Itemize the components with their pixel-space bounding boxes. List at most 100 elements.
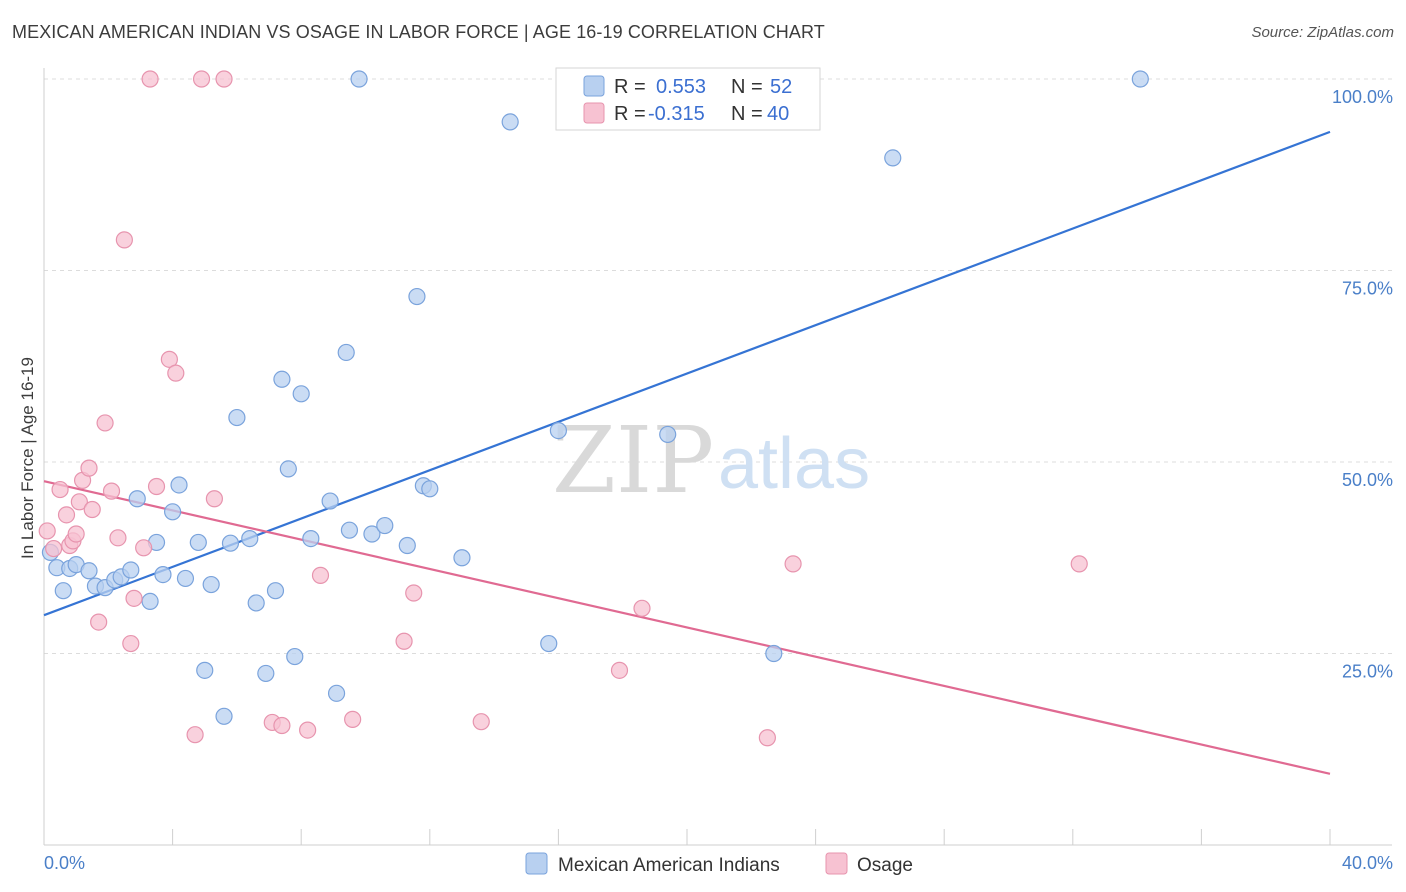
data-point-osage[interactable] (311, 566, 330, 584)
data-point-mexican-american-indians[interactable] (501, 113, 519, 131)
x-tick-label-min: 0.0% (44, 853, 85, 873)
data-point-mexican-american-indians[interactable] (302, 529, 320, 548)
data-point-mexican-american-indians[interactable] (247, 594, 265, 612)
data-point-mexican-american-indians[interactable] (363, 525, 381, 543)
data-point-osage[interactable] (192, 70, 211, 88)
data-point-osage[interactable] (57, 506, 76, 524)
data-point-osage[interactable] (125, 589, 143, 607)
data-point-mexican-american-indians[interactable] (1131, 70, 1149, 88)
data-point-osage[interactable] (344, 710, 362, 728)
correlation-legend: R = 0.553 N = 52 R = -0.315 N = 40 (555, 67, 821, 131)
axes (43, 68, 1392, 846)
data-point-osage[interactable] (135, 539, 153, 557)
data-point-mexican-american-indians[interactable] (170, 476, 188, 494)
data-point-osage[interactable] (70, 493, 88, 511)
data-point-osage[interactable] (395, 632, 413, 650)
data-point-osage[interactable] (273, 716, 291, 735)
data-point-mexican-american-indians[interactable] (202, 575, 220, 594)
data-point-mexican-american-indians[interactable] (176, 569, 195, 588)
legend-swatch-blue (583, 75, 605, 97)
data-point-osage[interactable] (83, 500, 101, 519)
data-point-osage[interactable] (610, 661, 629, 679)
data-point-mexican-american-indians[interactable] (884, 149, 902, 167)
data-point-osage[interactable] (405, 584, 423, 602)
data-point-mexican-american-indians[interactable] (54, 582, 72, 600)
data-point-osage[interactable] (472, 713, 490, 731)
data-point-osage[interactable] (51, 480, 69, 499)
data-point-mexican-american-indians[interactable] (122, 561, 140, 579)
legend-n-label: N = (731, 76, 763, 98)
data-point-osage[interactable] (215, 70, 233, 88)
data-point-osage[interactable] (90, 613, 108, 631)
data-point-mexican-american-indians[interactable] (154, 566, 172, 584)
trend-line-mexican-american-indians (43, 130, 1331, 617)
series-legend-label-blue: Mexican American Indians (558, 855, 780, 876)
data-point-osage[interactable] (141, 70, 159, 88)
data-point-mexican-american-indians[interactable] (80, 562, 98, 580)
gridlines (44, 78, 1392, 654)
data-point-mexican-american-indians[interactable] (376, 516, 394, 535)
data-point-mexican-american-indians[interactable] (765, 644, 783, 663)
legend-r-value: 0.553 (656, 76, 706, 98)
legend-r-label: R = (614, 103, 646, 125)
legend-swatch-pink (583, 102, 605, 124)
x-ticks (43, 829, 1331, 845)
data-point-osage[interactable] (115, 231, 133, 249)
data-point-osage[interactable] (299, 721, 317, 739)
data-point-osage[interactable] (122, 634, 140, 653)
data-point-mexican-american-indians[interactable] (273, 370, 291, 388)
data-point-mexican-american-indians[interactable] (340, 521, 359, 539)
data-point-mexican-american-indians[interactable] (257, 664, 275, 683)
data-point-osage[interactable] (633, 599, 651, 617)
data-point-mexican-american-indians[interactable] (128, 490, 146, 508)
data-point-osage[interactable] (167, 364, 185, 382)
data-point-osage[interactable] (205, 490, 223, 508)
data-point-mexican-american-indians[interactable] (421, 480, 439, 498)
data-point-osage[interactable] (160, 350, 178, 368)
data-point-osage[interactable] (147, 477, 166, 496)
data-point-mexican-american-indians[interactable] (189, 533, 207, 552)
data-point-mexican-american-indians[interactable] (398, 536, 416, 555)
series-legend-swatch-pink (825, 852, 848, 875)
legend-r-value: -0.315 (648, 103, 705, 125)
data-point-mexican-american-indians[interactable] (241, 529, 259, 548)
series-mexican-american-indians (41, 70, 1149, 725)
data-point-osage[interactable] (45, 539, 63, 558)
data-point-osage[interactable] (758, 729, 776, 747)
trend-line-osage (43, 480, 1331, 775)
data-point-mexican-american-indians[interactable] (327, 684, 346, 702)
data-point-osage[interactable] (186, 726, 204, 744)
data-point-mexican-american-indians[interactable] (659, 425, 677, 444)
data-point-mexican-american-indians[interactable] (350, 70, 368, 88)
data-point-mexican-american-indians[interactable] (321, 492, 339, 510)
series-legend-label-pink: Osage (857, 855, 913, 876)
data-point-mexican-american-indians[interactable] (540, 634, 558, 653)
data-point-mexican-american-indians[interactable] (549, 421, 568, 440)
trend-lines (43, 130, 1331, 775)
data-point-mexican-american-indians[interactable] (266, 582, 285, 600)
data-point-osage[interactable] (784, 555, 802, 573)
data-point-mexican-american-indians[interactable] (228, 408, 246, 427)
legend-n-value: 40 (767, 103, 789, 125)
data-point-osage[interactable] (1070, 555, 1088, 573)
data-point-osage[interactable] (102, 482, 121, 500)
data-point-osage[interactable] (96, 414, 114, 432)
watermark: ZIP atlas (552, 407, 870, 514)
data-point-mexican-american-indians[interactable] (408, 287, 426, 306)
data-point-mexican-american-indians[interactable] (141, 592, 159, 611)
data-point-mexican-american-indians[interactable] (286, 647, 304, 666)
data-point-osage[interactable] (80, 459, 98, 477)
data-point-mexican-american-indians[interactable] (164, 503, 182, 521)
data-point-osage[interactable] (38, 522, 56, 540)
data-point-mexican-american-indians[interactable] (279, 460, 297, 478)
data-point-mexican-american-indians[interactable] (221, 534, 240, 552)
data-point-osage[interactable] (67, 525, 85, 543)
data-point-mexican-american-indians[interactable] (196, 661, 214, 679)
data-point-mexican-american-indians[interactable] (337, 343, 355, 362)
watermark-atlas: atlas (718, 424, 870, 504)
data-point-mexican-american-indians[interactable] (215, 707, 233, 725)
data-point-mexican-american-indians[interactable] (453, 549, 471, 567)
data-point-mexican-american-indians[interactable] (292, 385, 310, 403)
data-point-osage[interactable] (109, 529, 127, 547)
